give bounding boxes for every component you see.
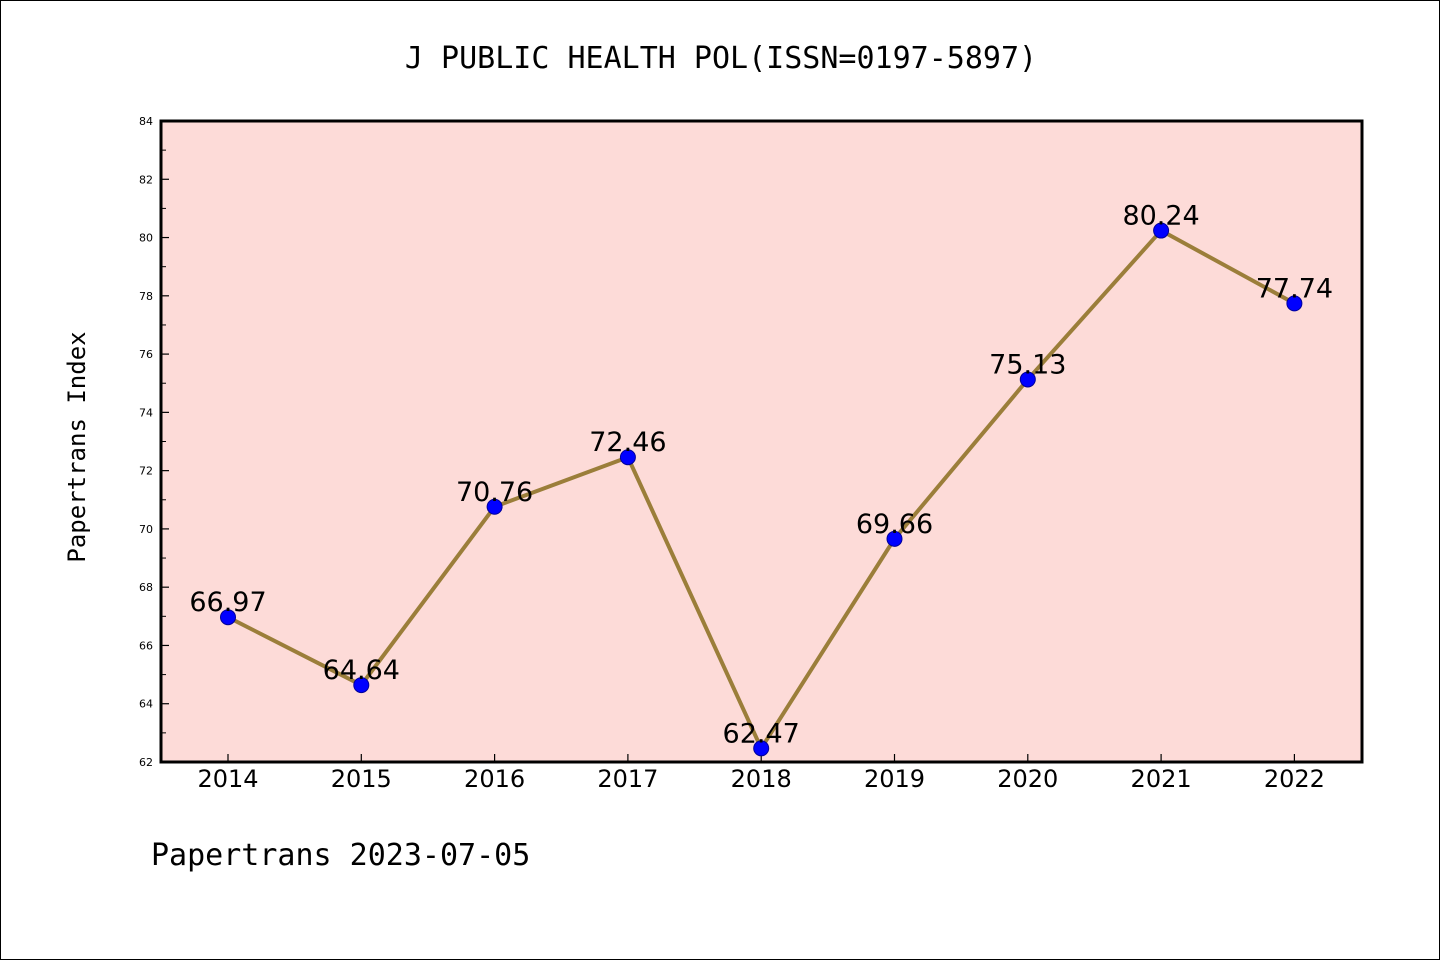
data-label: 80.24	[1122, 201, 1199, 232]
y-tick-label: 72	[139, 465, 153, 478]
data-point-marker	[619, 449, 636, 466]
data-label: 75.13	[989, 349, 1066, 380]
x-tick-label: 2016	[464, 765, 525, 793]
x-tick-label: 2022	[1264, 765, 1325, 793]
data-point-marker	[886, 530, 903, 547]
x-tick-label: 2017	[597, 765, 658, 793]
data-label: 77.74	[1256, 273, 1333, 304]
data-point-marker	[1019, 371, 1036, 388]
x-tick-label: 2019	[864, 765, 925, 793]
data-label: 69.66	[856, 509, 933, 540]
data-label: 70.76	[456, 477, 533, 508]
data-label: 66.97	[189, 587, 266, 618]
x-tick-label: 2020	[997, 765, 1058, 793]
data-label: 64.64	[323, 655, 400, 686]
y-axis-label: Papertrans Index	[63, 331, 91, 562]
y-tick-label: 78	[139, 290, 153, 303]
y-tick-label: 76	[139, 348, 153, 361]
data-point-marker	[753, 740, 770, 757]
chart-title: J PUBLIC HEALTH POL(ISSN=0197-5897)	[405, 41, 1037, 76]
y-tick-label: 82	[139, 173, 153, 186]
y-tick-label: 68	[139, 581, 153, 594]
data-point-marker	[220, 609, 236, 626]
y-tick-label: 80	[139, 232, 153, 245]
y-axis: 62 64 66 68 70 72 74 76 78 80 82 84	[139, 115, 169, 769]
data-label: 62.47	[723, 718, 800, 749]
data-labels: 66.97 64.64 70.76 72.46 62.47 69.66 75.13 80.24…	[189, 201, 1333, 750]
data-point-marker	[1286, 295, 1303, 312]
data-point-marker	[486, 498, 503, 515]
y-tick-label: 74	[139, 406, 153, 419]
x-tick-label: 2018	[731, 765, 792, 793]
y-tick-label: 66	[139, 639, 153, 652]
data-point-marker	[1153, 222, 1170, 239]
x-axis: 2014 2015 2016 2017 2018 2019 2020 2021 2022	[197, 754, 1325, 793]
y-tick-label: 62	[139, 756, 153, 769]
y-tick-label: 70	[139, 523, 153, 536]
footer-text: Papertrans 2023-07-05	[151, 838, 530, 873]
data-point-marker	[353, 677, 370, 694]
x-tick-label: 2015	[331, 765, 392, 793]
x-tick-label: 2014	[197, 765, 258, 793]
series-group	[220, 222, 1303, 757]
data-label: 72.46	[589, 427, 666, 458]
y-tick-label: 64	[139, 698, 153, 711]
x-tick-label: 2021	[1131, 765, 1192, 793]
y-tick-label: 84	[139, 115, 153, 128]
